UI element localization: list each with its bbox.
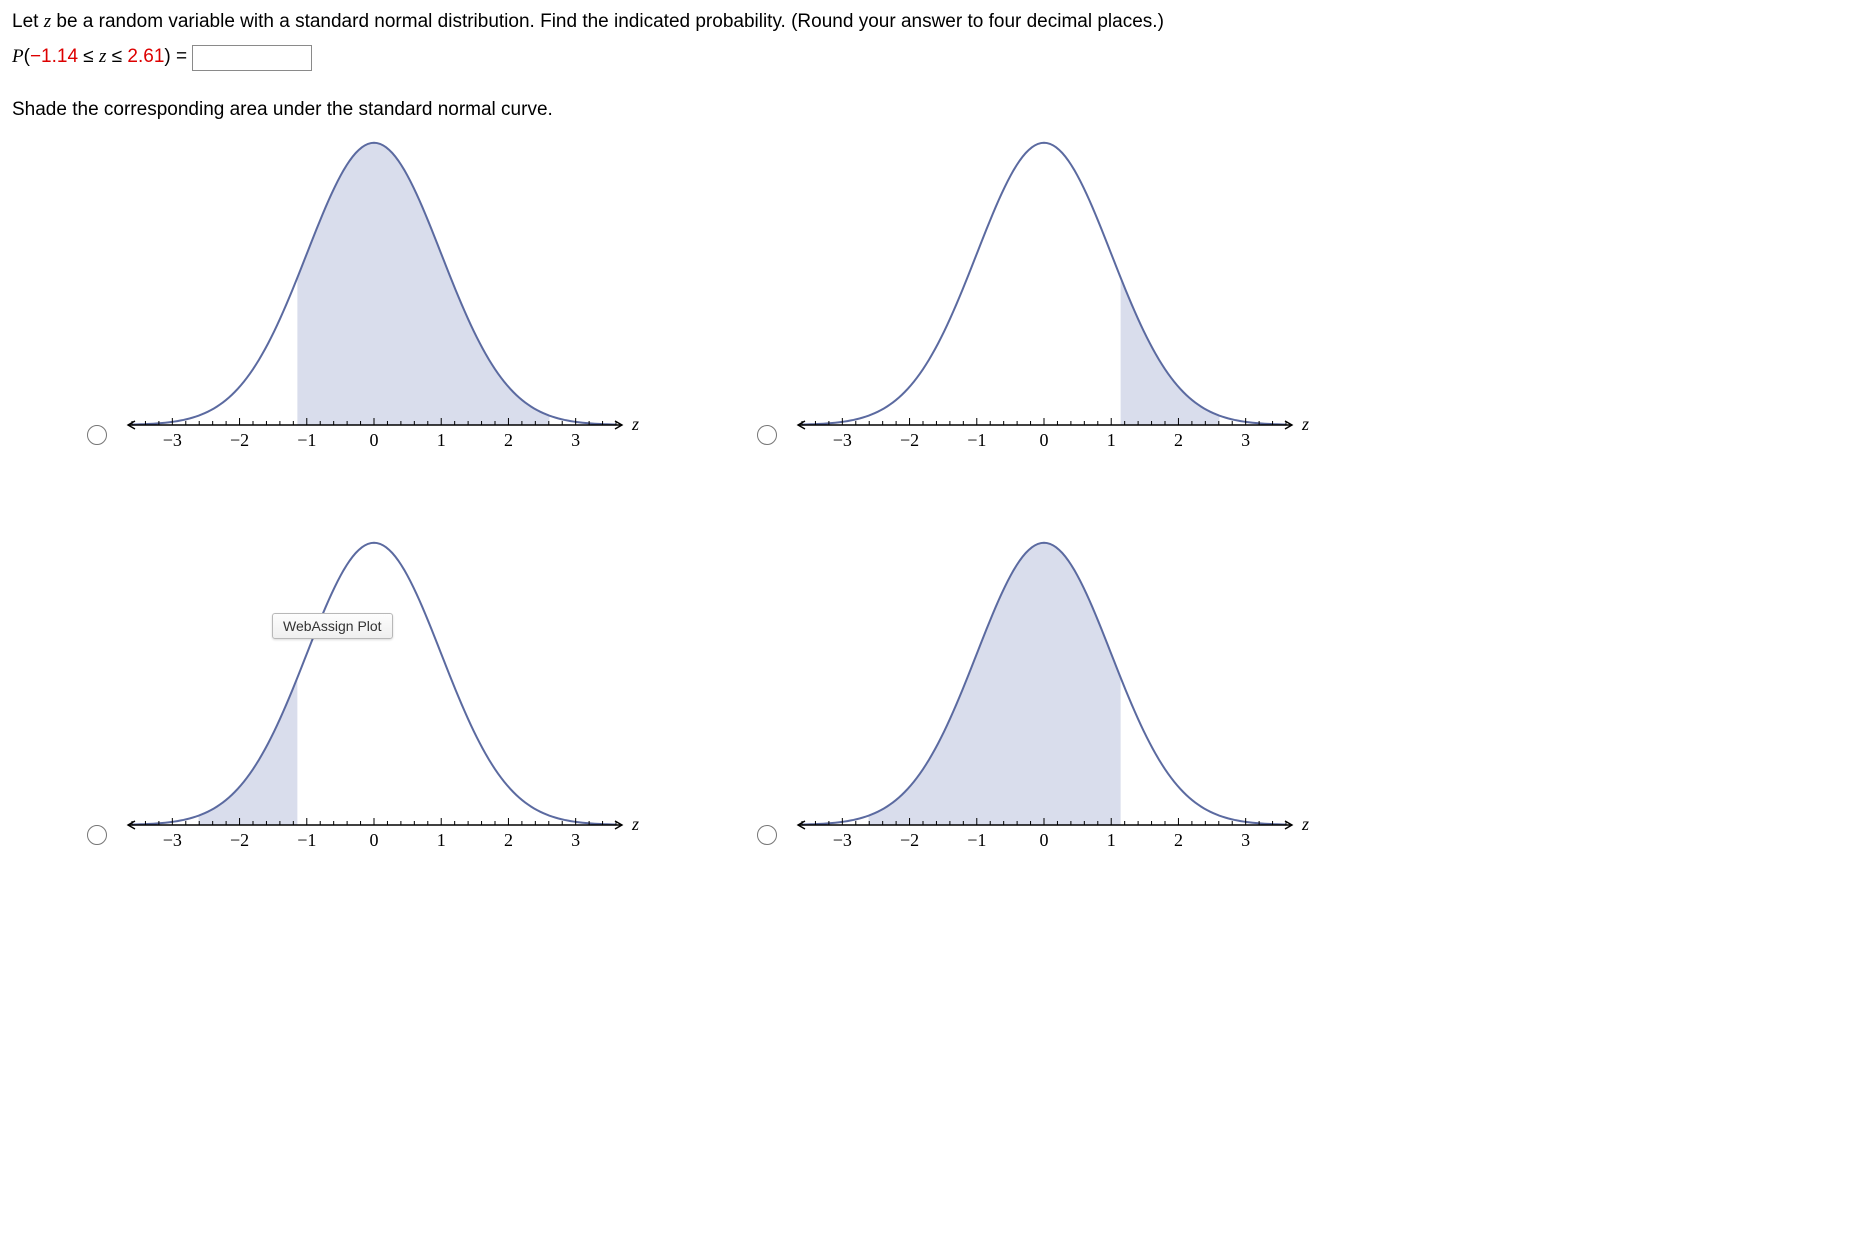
x-tick-label: 0 [370,430,379,450]
options-grid: −3 −2 −1 0 1 2 3 z −3 −2 −1 0 1 2 3 z −3 −2 −1 0 1 2 3 z W… [82,133,1402,853]
option-opt1: −3 −2 −1 0 1 2 3 z [82,133,732,453]
x-tick-label: −1 [297,430,316,450]
x-tick-label: 1 [1107,830,1116,850]
probability-expression: P(−1.14 ≤ z ≤ 2.61) = [12,43,1840,72]
option-opt4: −3 −2 −1 0 1 2 3 z [752,533,1402,853]
lower-bound: −1.14 [30,46,78,67]
normal-curve [802,143,1286,425]
x-tick-label: −1 [297,830,316,850]
x-tick-label: 2 [504,830,513,850]
prob-P: P [12,46,24,67]
axis-label-z: z [631,414,639,434]
shaded-region [199,678,298,825]
x-tick-label: 1 [1107,430,1116,450]
normal-curve-chart: −3 −2 −1 0 1 2 3 z [790,133,1310,453]
chart-container: −3 −2 −1 0 1 2 3 z [790,533,1310,853]
x-tick-label: −3 [833,830,852,850]
option-opt3: −3 −2 −1 0 1 2 3 z WebAssign Plot [82,533,732,853]
equals: = [171,46,193,67]
x-tick-label: 0 [1040,830,1049,850]
normal-curve-chart: −3 −2 −1 0 1 2 3 z [120,133,640,453]
radio-opt1[interactable] [87,425,107,445]
x-tick-label: 3 [571,430,580,450]
x-tick-label: 2 [1174,830,1183,850]
text: Let [12,11,44,32]
option-opt2: −3 −2 −1 0 1 2 3 z [752,133,1402,453]
radio-wrap [82,822,110,853]
answer-input[interactable] [192,45,312,71]
x-tick-label: −1 [967,430,986,450]
x-tick-label: 3 [571,830,580,850]
axis-label-z: z [631,814,639,834]
x-tick-label: 1 [437,830,446,850]
axis-label-z: z [1301,814,1309,834]
question-text: Let z be a random variable with a standa… [12,8,1840,37]
x-tick-label: 0 [370,830,379,850]
radio-opt2[interactable] [757,425,777,445]
x-tick-label: 3 [1241,830,1250,850]
x-tick-label: −2 [230,430,249,450]
x-tick-label: 3 [1241,430,1250,450]
radio-wrap [82,422,110,453]
shade-instruction: Shade the corresponding area under the s… [12,99,1840,121]
x-tick-label: −3 [163,830,182,850]
radio-opt4[interactable] [757,825,777,845]
var-z: z [44,11,51,32]
shaded-region [1121,278,1220,425]
text: be a random variable with a standard nor… [51,11,1164,32]
x-tick-label: 0 [1040,430,1049,450]
x-tick-label: −1 [967,830,986,850]
x-tick-label: −2 [900,430,919,450]
radio-wrap [752,822,780,853]
axis-label-z: z [1301,414,1309,434]
x-tick-label: −2 [900,830,919,850]
normal-curve-chart: −3 −2 −1 0 1 2 3 z [790,533,1310,853]
x-tick-label: −3 [833,430,852,450]
x-tick-label: 2 [1174,430,1183,450]
x-tick-label: 1 [437,430,446,450]
upper-bound: 2.61 [127,46,164,67]
x-tick-label: −2 [230,830,249,850]
chart-container: −3 −2 −1 0 1 2 3 z [120,133,640,453]
leq: ≤ [106,46,127,67]
radio-wrap [752,422,780,453]
webassign-plot-tooltip: WebAssign Plot [272,613,393,639]
leq: ≤ [78,46,99,67]
normal-curve-chart: −3 −2 −1 0 1 2 3 z [120,533,640,853]
radio-opt3[interactable] [87,825,107,845]
normal-curve [132,543,616,825]
chart-container: −3 −2 −1 0 1 2 3 z WebAssign Plot [120,533,640,853]
chart-container: −3 −2 −1 0 1 2 3 z [790,133,1310,453]
x-tick-label: −3 [163,430,182,450]
x-tick-label: 2 [504,430,513,450]
